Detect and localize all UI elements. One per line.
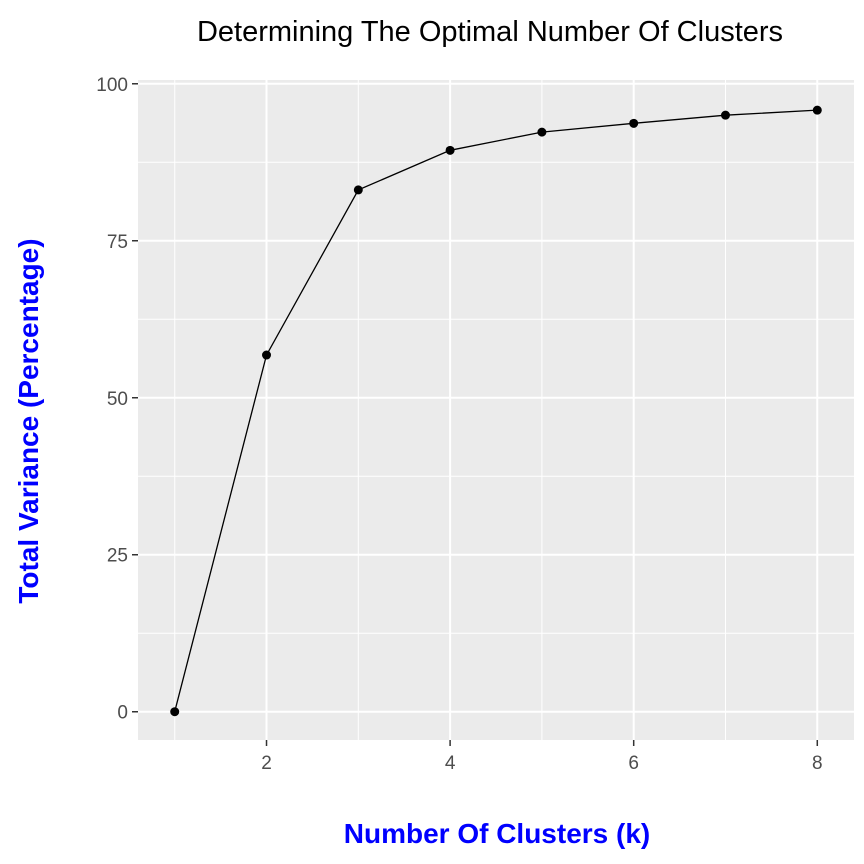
series-line (174, 109, 818, 712)
x-tick-label: 4 (445, 753, 456, 774)
y-tick-label: 25 (107, 546, 128, 567)
data-point (720, 110, 730, 120)
x-tick-label: 8 (812, 753, 823, 774)
y-tick-label: 75 (107, 232, 128, 253)
data-point (262, 350, 272, 360)
plot-panel (138, 80, 854, 740)
data-point (537, 127, 547, 137)
x-tick-label: 6 (628, 753, 639, 774)
major-gridlines (138, 80, 854, 740)
x-axis-title: Number Of Clusters (k) (344, 818, 651, 849)
y-axis-ticks: 0 25 50 75 100 (96, 75, 138, 724)
data-point (629, 118, 639, 128)
data-point (812, 105, 822, 115)
series-points (170, 105, 822, 717)
chart-title: Determining The Optimal Number Of Cluste… (197, 16, 783, 48)
y-tick-label: 50 (107, 389, 128, 410)
data-point (445, 145, 455, 155)
y-axis-title: Total Variance (Percentage) (13, 238, 44, 603)
x-tick-label: 2 (261, 753, 272, 774)
series-polyline (174, 109, 818, 712)
y-tick-label: 100 (96, 75, 128, 96)
x-axis-ticks: 2 4 6 8 (261, 740, 823, 774)
data-point (170, 707, 180, 717)
y-tick-label: 0 (117, 703, 128, 724)
data-point (353, 185, 363, 195)
